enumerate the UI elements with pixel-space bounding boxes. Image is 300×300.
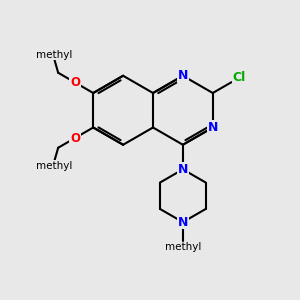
Text: N: N	[178, 163, 188, 176]
Text: Cl: Cl	[232, 71, 246, 84]
Text: methyl: methyl	[36, 50, 73, 60]
Text: N: N	[178, 216, 188, 229]
Text: O: O	[70, 76, 80, 89]
Text: N: N	[178, 69, 188, 82]
Text: methyl: methyl	[165, 242, 201, 252]
Text: O: O	[70, 131, 80, 145]
Text: methyl: methyl	[36, 161, 73, 171]
Text: N: N	[208, 121, 218, 134]
